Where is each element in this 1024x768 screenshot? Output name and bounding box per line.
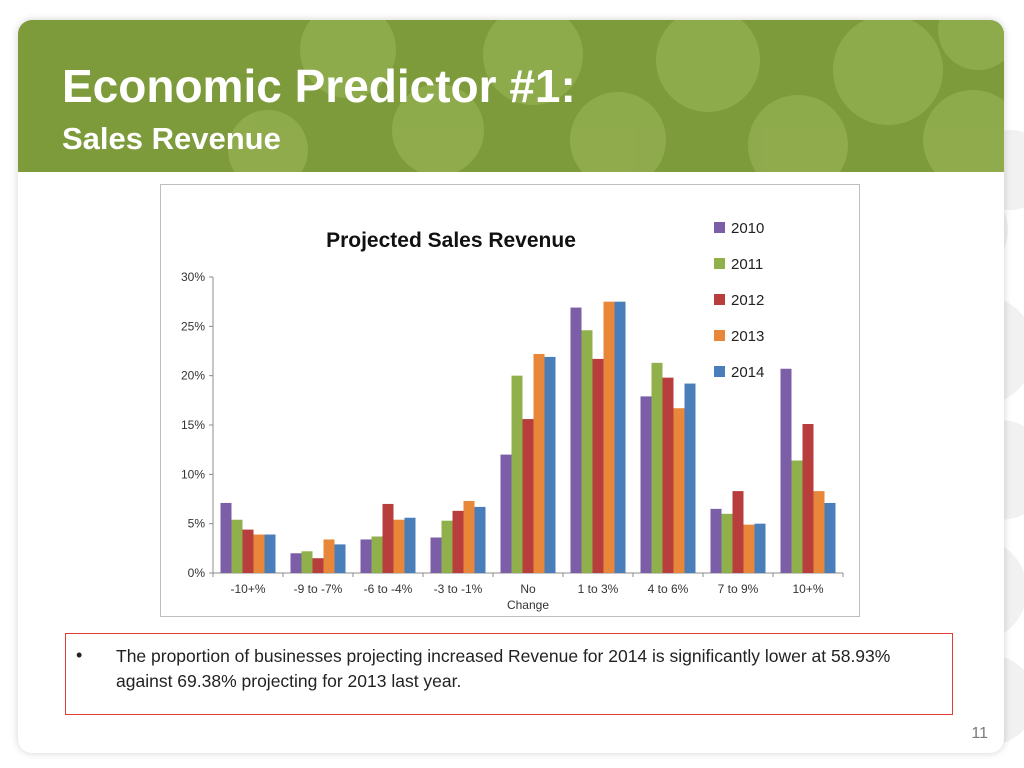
y-tick-label: 0% [188, 566, 206, 580]
bar-2011 [511, 375, 523, 573]
bar-2013 [393, 519, 405, 573]
bar-2012 [802, 424, 814, 573]
x-tick-label: No [520, 582, 536, 596]
x-tick-label: 1 to 3% [578, 582, 619, 596]
bar-2014 [824, 502, 836, 573]
bar-2014 [264, 534, 276, 573]
bar-2010 [360, 539, 372, 573]
y-tick-label: 25% [181, 319, 205, 333]
bar-2011 [721, 513, 733, 573]
bar-2014 [474, 506, 486, 573]
bar-2011 [651, 362, 663, 573]
bar-2012 [592, 358, 604, 573]
y-tick-label: 30% [181, 270, 205, 284]
header-decoration [228, 20, 1004, 172]
bullet-marker: • [76, 645, 83, 665]
bar-2010 [710, 508, 722, 573]
bar-2014 [544, 356, 556, 573]
bar-2010 [500, 454, 512, 573]
bar-2010 [430, 537, 442, 573]
x-tick-label: -3 to -1% [434, 582, 483, 596]
slide: Economic Predictor #1: Sales Revenue Pro… [18, 20, 1004, 753]
x-tick-label: -10+% [230, 582, 265, 596]
slide-subtitle: Sales Revenue [62, 121, 281, 156]
legend-label-2010: 2010 [731, 220, 764, 237]
bar-2014 [334, 544, 346, 573]
bar-2011 [231, 519, 243, 573]
bar-2011 [371, 536, 383, 573]
legend-label-2014: 2014 [731, 364, 764, 381]
legend-swatch-2010 [714, 222, 725, 233]
bar-2011 [441, 520, 453, 573]
bar-2010 [780, 368, 792, 573]
slide-title: Economic Predictor #1: [62, 60, 576, 112]
bar-2011 [301, 551, 313, 573]
bar-2013 [533, 353, 545, 573]
bar-2010 [220, 502, 232, 573]
x-tick-label: 7 to 9% [718, 582, 759, 596]
y-tick-label: 5% [188, 517, 206, 531]
bar-2012 [312, 558, 324, 573]
bar-2013 [603, 301, 615, 573]
x-tick-label: -9 to -7% [294, 582, 343, 596]
bar-2012 [382, 503, 394, 573]
legend-label-2013: 2013 [731, 328, 764, 345]
legend-swatch-2011 [714, 258, 725, 269]
y-tick-label: 15% [181, 418, 205, 432]
legend-swatch-2014 [714, 366, 725, 377]
bar-2012 [522, 419, 534, 573]
bar-2014 [684, 383, 696, 573]
bar-2012 [452, 510, 464, 573]
bar-2014 [614, 301, 626, 573]
y-tick-label: 10% [181, 467, 205, 481]
bar-2010 [640, 396, 652, 573]
bar-2013 [743, 524, 755, 573]
bar-2013 [813, 491, 825, 573]
legend-swatch-2012 [714, 294, 725, 305]
bar-2011 [791, 460, 803, 573]
y-tick-label: 20% [181, 369, 205, 383]
x-tick-label: 4 to 6% [648, 582, 689, 596]
bar-2010 [290, 553, 302, 573]
legend-label-2011: 2011 [731, 256, 763, 273]
chart-title: Projected Sales Revenue [326, 229, 576, 252]
bar-2011 [581, 330, 593, 573]
legend-swatch-2013 [714, 330, 725, 341]
bar-2013 [323, 539, 335, 573]
bar-2013 [253, 534, 265, 573]
bar-2012 [662, 377, 674, 573]
page-number: 11 [971, 725, 988, 742]
bar-2013 [673, 408, 685, 573]
chart-frame: Projected Sales Revenue 0% 5% 10% 15% 20% 25% 3… [160, 184, 860, 617]
bar-2014 [754, 523, 766, 573]
bar-2012 [242, 529, 254, 573]
bar-2012 [732, 491, 744, 573]
slide-header: Economic Predictor #1: Sales Revenue [18, 20, 1004, 172]
bar-2010 [570, 307, 582, 573]
x-tick-label: -6 to -4% [364, 582, 413, 596]
legend-label-2012: 2012 [731, 292, 764, 309]
note-text: The proportion of businesses projecting … [116, 646, 891, 692]
bar-2013 [463, 500, 475, 573]
bar-2014 [404, 517, 416, 573]
bar-chart: Projected Sales Revenue 0% 5% 10% 15% 20% 25% 3… [181, 220, 844, 612]
x-tick-label: Change [507, 598, 549, 612]
x-tick-label: 10+% [792, 582, 823, 596]
note-box: • The proportion of businesses projectin… [65, 633, 953, 715]
